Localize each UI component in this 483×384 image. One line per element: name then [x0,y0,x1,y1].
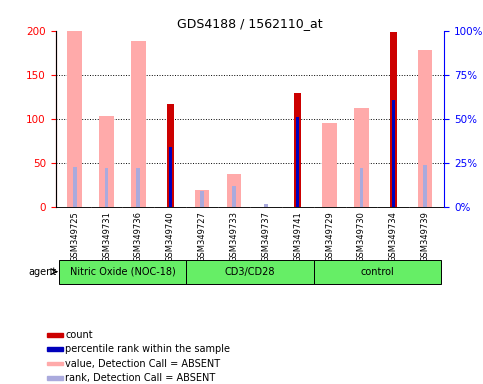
Bar [296,117,299,207]
Text: GSM349737: GSM349737 [261,211,270,262]
Bar [99,116,114,207]
Text: percentile rank within the sample: percentile rank within the sample [65,344,230,354]
Bar [294,93,301,207]
Bar [68,31,82,207]
Text: GSM349731: GSM349731 [102,211,111,262]
Bar [47,348,63,351]
Text: control: control [360,266,394,277]
Bar [355,108,369,207]
Bar [227,174,241,207]
Bar [359,167,363,207]
Bar [200,192,204,207]
FancyBboxPatch shape [313,260,441,284]
Bar [195,190,209,207]
Title: GDS4188 / 1562110_at: GDS4188 / 1562110_at [177,17,323,30]
Bar [392,99,395,207]
Text: agent: agent [28,266,56,277]
Bar [137,167,141,207]
Text: GSM349733: GSM349733 [229,211,239,262]
Bar [418,50,432,207]
Bar [47,376,63,380]
FancyBboxPatch shape [186,260,313,284]
FancyBboxPatch shape [59,260,186,284]
Text: GSM349741: GSM349741 [293,211,302,262]
Bar [167,104,174,207]
Bar [105,169,109,207]
Text: GSM349727: GSM349727 [198,211,207,262]
Bar [169,147,172,207]
Bar [73,167,77,207]
Bar [131,41,145,207]
Text: count: count [65,330,93,340]
Bar [47,333,63,337]
Text: GSM349734: GSM349734 [389,211,398,262]
Text: GSM349725: GSM349725 [70,211,79,262]
Bar [423,165,427,207]
Text: Nitric Oxide (NOC-18): Nitric Oxide (NOC-18) [70,266,175,277]
Text: CD3/CD28: CD3/CD28 [225,266,275,277]
Text: GSM349739: GSM349739 [421,211,430,262]
Bar [390,33,397,207]
Text: rank, Detection Call = ABSENT: rank, Detection Call = ABSENT [65,373,216,383]
Bar [232,186,236,207]
Text: value, Detection Call = ABSENT: value, Detection Call = ABSENT [65,359,221,369]
Text: GSM349740: GSM349740 [166,211,175,262]
Bar [47,362,63,365]
Text: GSM349730: GSM349730 [357,211,366,262]
Text: GSM349736: GSM349736 [134,211,143,262]
Text: GSM349729: GSM349729 [325,211,334,262]
Bar [323,122,337,207]
Bar [264,204,268,207]
